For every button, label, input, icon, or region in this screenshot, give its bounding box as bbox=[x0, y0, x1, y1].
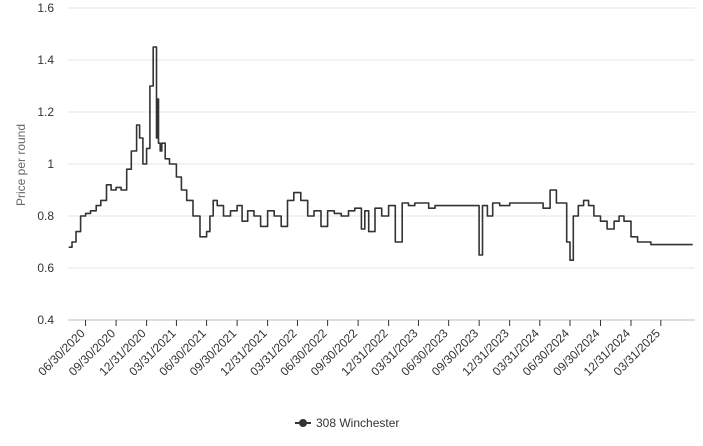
y-tick-label: 0.4 bbox=[37, 313, 54, 327]
y-axis: 0.4 0.6 0.8 1 1.2 1.4 1.6 bbox=[37, 1, 54, 327]
x-axis: 06/30/202009/30/202012/31/202003/31/2021… bbox=[35, 320, 663, 379]
y-axis-title: Price per round bbox=[14, 124, 28, 206]
series-layer bbox=[68, 46, 693, 261]
series-line bbox=[68, 46, 693, 261]
y-tick-label: 1.4 bbox=[37, 53, 54, 67]
y-tick-label: 1.6 bbox=[37, 1, 54, 15]
y-tick-label: 0.6 bbox=[37, 261, 54, 275]
y-tick-label: 0.8 bbox=[37, 209, 54, 223]
gridlines bbox=[68, 7, 695, 321]
legend-marker bbox=[299, 419, 307, 427]
y-tick-label: 1 bbox=[47, 157, 54, 171]
y-tick-label: 1.2 bbox=[37, 105, 54, 119]
legend[interactable]: 308 Winchester bbox=[295, 416, 399, 430]
legend-label: 308 Winchester bbox=[316, 416, 399, 430]
